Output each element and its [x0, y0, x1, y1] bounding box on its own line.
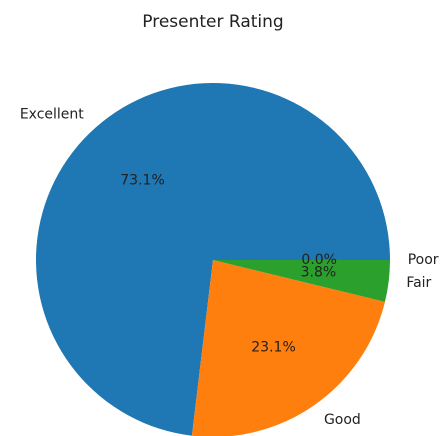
- slice-value-label: 3.8%: [301, 265, 337, 281]
- pie-slice: [191, 260, 385, 436]
- slice-value-label: 0.0%: [301, 252, 337, 268]
- pie-slice: [213, 260, 390, 302]
- slice-value-label: 23.1%: [251, 339, 295, 355]
- slice-label: Excellent: [20, 106, 84, 122]
- slice-label: Fair: [406, 275, 431, 291]
- slice-value-label: 73.1%: [120, 173, 164, 189]
- pie-slice: [36, 82, 391, 436]
- slice-label: Good: [324, 412, 361, 428]
- chart-title: Presenter Rating: [142, 12, 283, 32]
- slice-label: Poor: [408, 252, 439, 268]
